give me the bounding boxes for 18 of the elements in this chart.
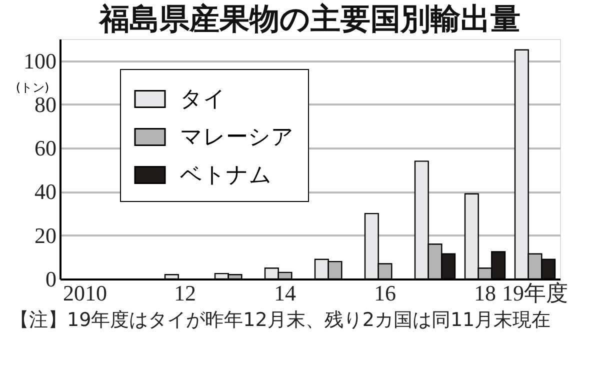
y-tick-label: 0 [46,266,56,292]
y-tick-label: 40 [34,179,56,204]
legend-label: タイ [180,87,226,112]
chart-title: 福島県産果物の主要国別輸出量 [98,2,520,37]
x-tick-label: 16 [374,280,396,306]
legend-label: マレーシア [180,125,294,150]
x-tick-label: 2010 [63,280,107,306]
y-axis-title: (トン) [16,80,50,94]
y-tick-label: 80 [34,92,56,117]
x-tick-label: 19年度 [502,280,568,306]
x-tick-label: 18 [474,280,496,306]
y-tick-label: 20 [34,222,56,248]
y-tick-label: 60 [34,136,56,161]
x-tick-label: 12 [174,280,196,306]
text: 【注】19年度はタイが昨年12月末、残り2カ国は同11月末現在 [10,309,551,331]
x-tick-label: 14 [274,280,296,306]
legend-label: ベトナム [180,163,272,188]
y-tick-label: 100 [24,48,56,74]
